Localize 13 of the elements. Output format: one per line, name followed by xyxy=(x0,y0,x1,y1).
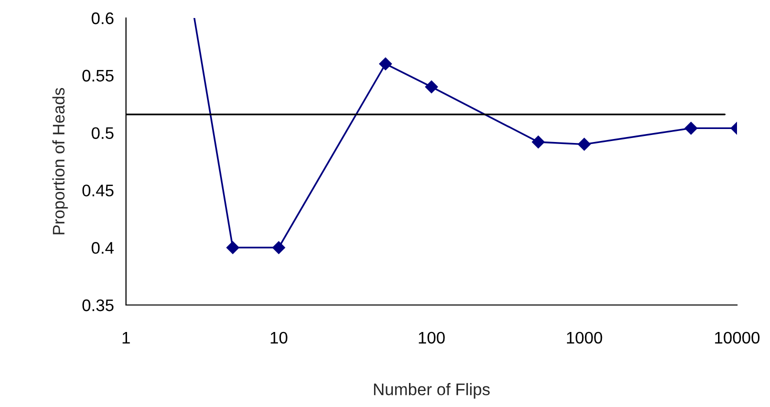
y-tick-label: 0.6 xyxy=(92,12,114,24)
x-tick-label: 10000 xyxy=(715,332,760,344)
x-tick-label: 1000 xyxy=(566,332,602,344)
y-axis-title: Proportion of Heads xyxy=(52,88,68,234)
x-axis-title: Number of Flips xyxy=(374,383,490,399)
x-tick-label: 10 xyxy=(270,332,288,344)
y-tick-label: 0.45 xyxy=(82,184,114,196)
x-tick-label: 100 xyxy=(418,332,445,344)
y-tick-label: 0.35 xyxy=(82,299,114,312)
y-tick-label: 0.4 xyxy=(92,242,114,254)
y-tick-label: 0.5 xyxy=(92,127,114,140)
y-tick-label: 0.55 xyxy=(82,70,114,82)
x-tick-label: 1 xyxy=(122,332,130,344)
